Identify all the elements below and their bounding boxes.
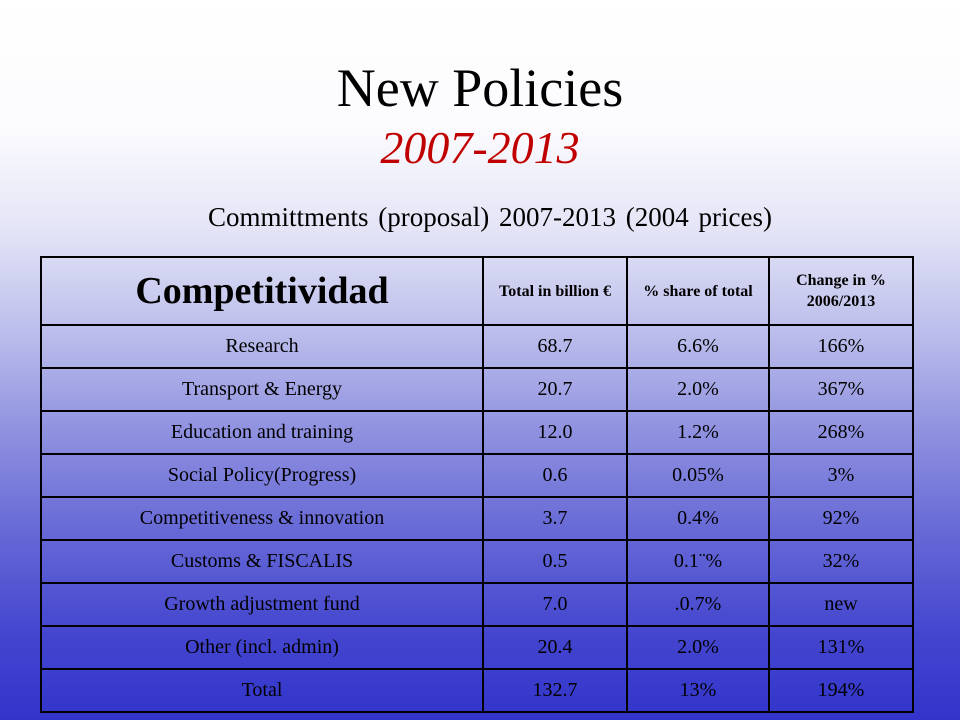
row-label: Education and training bbox=[40, 410, 484, 455]
table-row: Customs & FISCALIS 0.5 0.1¨% 32% bbox=[40, 539, 914, 584]
header-total-billion: Total in billion € bbox=[482, 256, 628, 326]
row-label: Transport & Energy bbox=[40, 367, 484, 412]
row-change: 92% bbox=[768, 496, 914, 541]
row-change: new bbox=[768, 582, 914, 627]
row-share: 1.2% bbox=[626, 410, 770, 455]
header-competitividad: Competitividad bbox=[40, 256, 484, 326]
row-total: 12.0 bbox=[482, 410, 628, 455]
table-header-row: Competitividad Total in billion € % shar… bbox=[40, 256, 914, 326]
row-change: 367% bbox=[768, 367, 914, 412]
row-change: 3% bbox=[768, 453, 914, 498]
row-share: 0.1¨% bbox=[626, 539, 770, 584]
row-total: 20.4 bbox=[482, 625, 628, 670]
row-share: 6.6% bbox=[626, 324, 770, 369]
row-total: 3.7 bbox=[482, 496, 628, 541]
row-label: Research bbox=[40, 324, 484, 369]
table-caption: Committments (proposal) 2007-2013 (2004 … bbox=[208, 202, 772, 232]
row-share: .0.7% bbox=[626, 582, 770, 627]
row-label: Other (incl. admin) bbox=[40, 625, 484, 670]
row-change: 32% bbox=[768, 539, 914, 584]
row-change: 194% bbox=[768, 668, 914, 713]
table-row: Competitiveness & innovation 3.7 0.4% 92… bbox=[40, 496, 914, 541]
row-total: 0.6 bbox=[482, 453, 628, 498]
row-total: 7.0 bbox=[482, 582, 628, 627]
slide-subtitle: 2007-2013 bbox=[380, 122, 580, 173]
row-label: Total bbox=[40, 668, 484, 713]
table-row: Transport & Energy 20.7 2.0% 367% bbox=[40, 367, 914, 412]
table-row: Social Policy(Progress) 0.6 0.05% 3% bbox=[40, 453, 914, 498]
row-total: 132.7 bbox=[482, 668, 628, 713]
table-row: Other (incl. admin) 20.4 2.0% 131% bbox=[40, 625, 914, 670]
row-share: 0.05% bbox=[626, 453, 770, 498]
row-change: 131% bbox=[768, 625, 914, 670]
row-change: 268% bbox=[768, 410, 914, 455]
row-label: Competitiveness & innovation bbox=[40, 496, 484, 541]
table-row: Growth adjustment fund 7.0 .0.7% new bbox=[40, 582, 914, 627]
table-row: Education and training 12.0 1.2% 268% bbox=[40, 410, 914, 455]
commitments-table: Competitividad Total in billion € % shar… bbox=[40, 256, 914, 713]
row-share: 2.0% bbox=[626, 367, 770, 412]
row-share: 13% bbox=[626, 668, 770, 713]
row-total: 68.7 bbox=[482, 324, 628, 369]
header-share-of-total: % share of total bbox=[626, 256, 770, 326]
row-total: 20.7 bbox=[482, 367, 628, 412]
row-total: 0.5 bbox=[482, 539, 628, 584]
header-change-percent: Change in % 2006/2013 bbox=[768, 256, 914, 326]
row-label: Customs & FISCALIS bbox=[40, 539, 484, 584]
table-row-total: Total 132.7 13% 194% bbox=[40, 668, 914, 713]
row-label: Social Policy(Progress) bbox=[40, 453, 484, 498]
row-share: 0.4% bbox=[626, 496, 770, 541]
row-share: 2.0% bbox=[626, 625, 770, 670]
row-change: 166% bbox=[768, 324, 914, 369]
slide-title: New Policies bbox=[336, 58, 624, 118]
row-label: Growth adjustment fund bbox=[40, 582, 484, 627]
table-row: Research 68.7 6.6% 166% bbox=[40, 324, 914, 369]
